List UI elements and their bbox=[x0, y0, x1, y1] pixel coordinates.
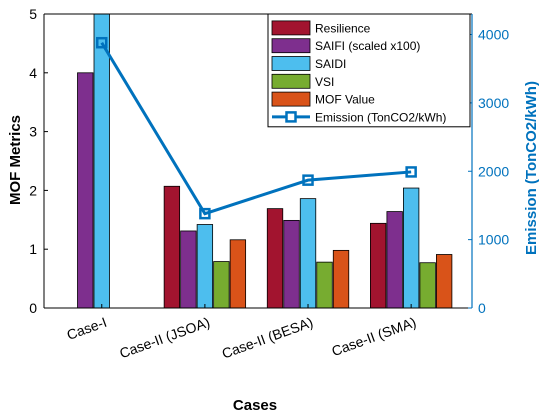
legend: Resilience SAIFI (scaled x100) SAIDI VSI MOF… bbox=[267, 13, 471, 128]
legend-label-mof-value: MOF Value bbox=[315, 93, 375, 107]
legend-swatch-saifi-scaled-x100- bbox=[271, 38, 311, 54]
legend-swatch-saidi bbox=[271, 56, 311, 71]
legend-label-saidi: SAIDI bbox=[315, 57, 346, 71]
y-tick-label: 4 bbox=[29, 65, 37, 81]
y-tick-label: 5 bbox=[29, 6, 37, 22]
x-axis-label: Cases bbox=[233, 397, 277, 414]
bar-saifi-scaled-x100--1 bbox=[180, 230, 197, 309]
y-tick-label: 1 bbox=[29, 241, 37, 257]
x-tick-label: Case-I bbox=[65, 314, 109, 343]
emission-marker-2 bbox=[302, 174, 314, 186]
bar-vsi-3 bbox=[419, 262, 436, 309]
y-axis-label: MOF Metrics bbox=[7, 115, 24, 205]
bars-layer bbox=[77, 13, 453, 309]
bar-mof-value-2 bbox=[332, 249, 350, 309]
bar-mof-value-1 bbox=[229, 239, 247, 309]
legend-label-resilience: Resilience bbox=[315, 21, 371, 35]
y-tick-label: 3 bbox=[29, 124, 37, 140]
bar-resilience-2 bbox=[266, 208, 284, 309]
bar-saidi-3 bbox=[403, 187, 420, 309]
x-tick-label: Case-II (BESA) bbox=[220, 314, 315, 362]
y2-axis-label: Emission (TonCO2/kWh) bbox=[523, 81, 540, 255]
bar-saifi-scaled-x100--3 bbox=[386, 211, 403, 309]
bar-saifi-scaled-x100--2 bbox=[283, 219, 300, 309]
bar-mof-value-3 bbox=[436, 254, 453, 309]
y2-tick-label: 1000 bbox=[478, 232, 509, 248]
emission-marker-3 bbox=[405, 166, 417, 178]
legend-label-vsi: VSI bbox=[315, 75, 334, 89]
y-tick-label: 0 bbox=[29, 300, 37, 316]
bar-saidi-2 bbox=[299, 198, 317, 309]
y2-tick-label: 0 bbox=[478, 300, 486, 316]
y2-tick-label: 2000 bbox=[478, 163, 509, 179]
emission-marker-1 bbox=[199, 207, 211, 220]
bar-resilience-3 bbox=[370, 222, 387, 309]
bar-saifi-scaled-x100--0 bbox=[77, 72, 94, 309]
bar-saidi-1 bbox=[196, 224, 214, 309]
legend-marker-emission-tonco2-kwh- bbox=[285, 111, 297, 123]
x-tick-label: Case-II (SMA) bbox=[329, 314, 418, 359]
y2-tick-label: 3000 bbox=[478, 95, 509, 111]
emission-marker-0 bbox=[96, 36, 108, 49]
bar-saidi-0 bbox=[93, 13, 110, 309]
y-tick-label: 2 bbox=[29, 182, 37, 198]
legend-swatch-resilience bbox=[271, 20, 311, 36]
bar-vsi-2 bbox=[316, 261, 333, 309]
legend-label-saifi-scaled-x100-: SAIFI (scaled x100) bbox=[315, 39, 420, 53]
bar-vsi-1 bbox=[213, 261, 230, 309]
legend-swatch-mof-value bbox=[271, 91, 311, 107]
legend-label-emission-tonco2-kwh-: Emission (TonCO2/kWh) bbox=[315, 110, 446, 124]
emission-line bbox=[100, 41, 412, 216]
x-tick-label: Case-II (JSOA) bbox=[117, 314, 212, 361]
y2-tick-label: 4000 bbox=[478, 27, 509, 43]
emission-line-layer bbox=[96, 36, 417, 220]
bar-resilience-1 bbox=[163, 185, 181, 309]
legend-swatch-vsi bbox=[271, 73, 311, 89]
